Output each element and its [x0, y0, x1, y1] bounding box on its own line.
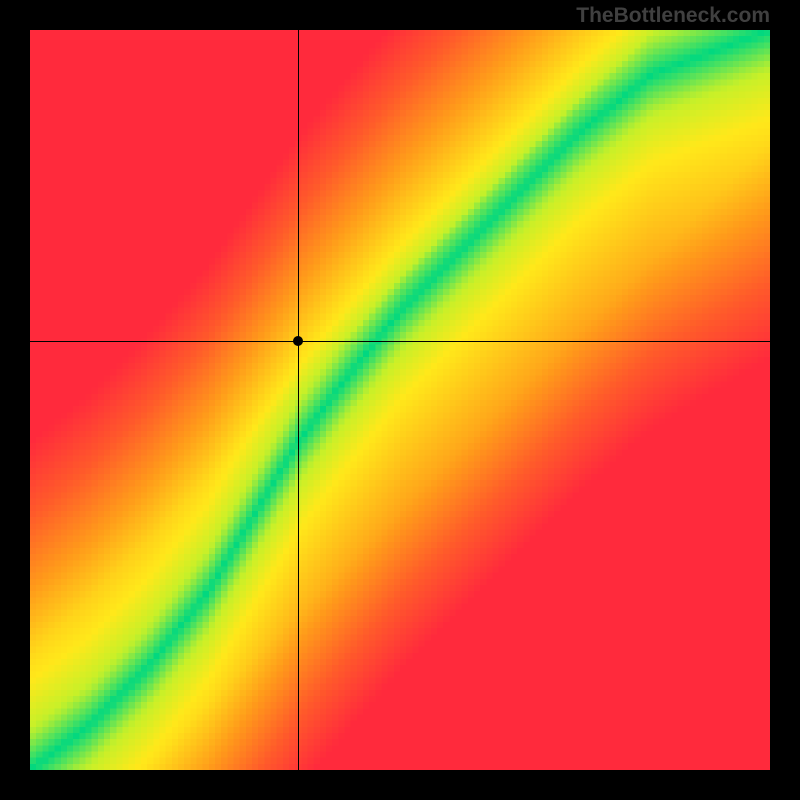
crosshair-horizontal: [30, 341, 770, 342]
watermark-text: TheBottleneck.com: [576, 4, 770, 28]
heatmap-canvas: [30, 30, 770, 770]
selection-marker: [293, 336, 303, 346]
bottleneck-heatmap-chart: [30, 30, 770, 770]
crosshair-vertical: [298, 30, 299, 770]
